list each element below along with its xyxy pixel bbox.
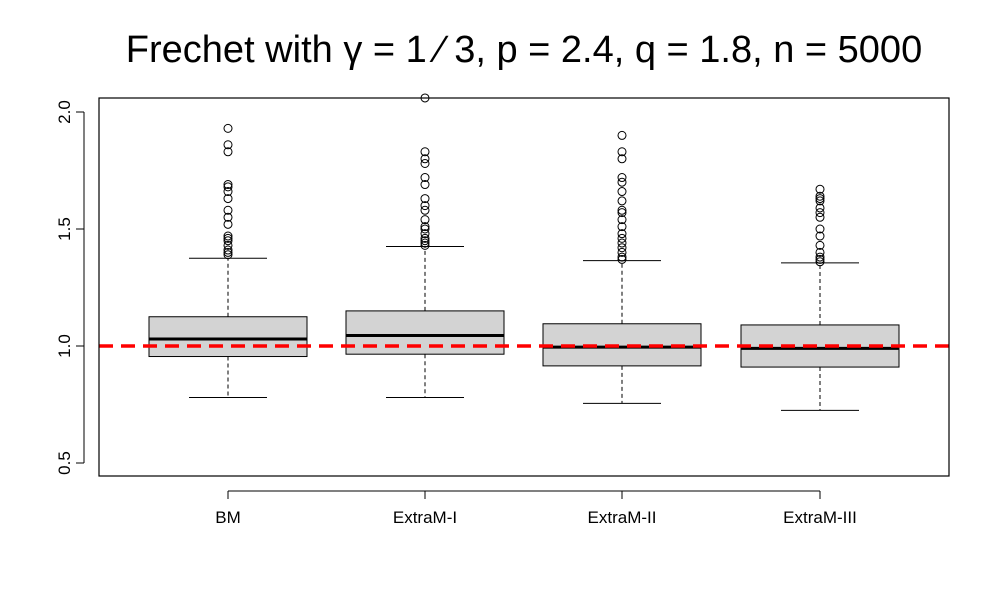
box-extram-iii [740, 184, 900, 411]
outlier-point [223, 219, 233, 229]
outlier-point [223, 236, 233, 246]
outlier-point [420, 238, 430, 248]
outlier-point [815, 254, 825, 264]
outlier-point [815, 224, 825, 234]
outlier-point [420, 224, 430, 234]
outlier-point [815, 247, 825, 257]
outlier-point [420, 215, 430, 225]
outlier-point [420, 158, 430, 168]
plot-frame [98, 97, 950, 477]
outlier-point [420, 233, 430, 243]
outlier-point [420, 180, 430, 190]
outlier-point [815, 208, 825, 218]
iqr-box [148, 316, 308, 358]
outlier-point [223, 194, 233, 204]
outlier-point [815, 194, 825, 204]
outlier-point [420, 194, 430, 204]
outlier-point [420, 147, 430, 157]
outlier-point [420, 236, 430, 246]
outlier-point [420, 240, 430, 250]
outlier-point [223, 212, 233, 222]
outlier-point [223, 140, 233, 150]
x-category-label: ExtraM-III [783, 508, 857, 527]
outlier-point [815, 252, 825, 262]
outlier-point [617, 208, 627, 218]
outlier-point [617, 177, 627, 187]
chart-title: Frechet with γ = 1 ⁄ 3, p = 2.4, q = 1.8… [126, 29, 922, 71]
y-tick-label: 0.5 [55, 451, 74, 475]
y-tick-label: 1.5 [55, 217, 74, 241]
outlier-point [617, 243, 627, 253]
x-category-label: ExtraM-II [588, 508, 657, 527]
outlier-point [617, 215, 627, 225]
outlier-point [223, 247, 233, 257]
outlier-point [617, 147, 627, 157]
outlier-point [223, 233, 233, 243]
outlier-point [815, 231, 825, 241]
outlier-point [617, 205, 627, 215]
outlier-point [420, 201, 430, 211]
outlier-point [223, 180, 233, 190]
outlier-point [617, 233, 627, 243]
outlier-point [617, 254, 627, 264]
outlier-point [420, 205, 430, 215]
outlier-point [815, 203, 825, 213]
outlier-point [617, 196, 627, 206]
x-category-label: BM [215, 508, 241, 527]
outlier-point [815, 196, 825, 206]
outlier-point [223, 250, 233, 260]
outlier-point [420, 173, 430, 183]
outlier-point [815, 240, 825, 250]
outlier-point [617, 229, 627, 239]
outlier-point [617, 130, 627, 140]
outlier-point [617, 173, 627, 183]
outlier-point [223, 147, 233, 157]
outlier-point [223, 187, 233, 197]
x-category-label: ExtraM-I [393, 508, 457, 527]
outlier-point [617, 247, 627, 257]
outlier-point [617, 154, 627, 164]
y-tick-label: 2.0 [55, 100, 74, 124]
outlier-point [420, 229, 430, 239]
outlier-point [815, 184, 825, 194]
outlier-point [223, 231, 233, 241]
outlier-point [617, 187, 627, 197]
outlier-point [223, 240, 233, 250]
box-extram-i [345, 93, 505, 398]
outlier-point [617, 238, 627, 248]
outlier-point [617, 222, 627, 232]
outlier-point [815, 257, 825, 267]
outlier-point [815, 212, 825, 222]
outlier-point [223, 245, 233, 255]
outlier-point [223, 182, 233, 192]
outlier-point [420, 154, 430, 164]
box-extram-ii [542, 130, 702, 404]
outlier-point [420, 222, 430, 232]
outlier-point [815, 191, 825, 201]
outlier-point [617, 252, 627, 262]
plot-area: 0.5 1.0 1.5 2.0 BM ExtraM-I ExtraM-II ExtraM-II… [55, 93, 949, 527]
outlier-point [223, 123, 233, 133]
outlier-point [223, 205, 233, 215]
y-tick-label: 1.0 [55, 334, 74, 358]
box-bm [148, 123, 308, 398]
